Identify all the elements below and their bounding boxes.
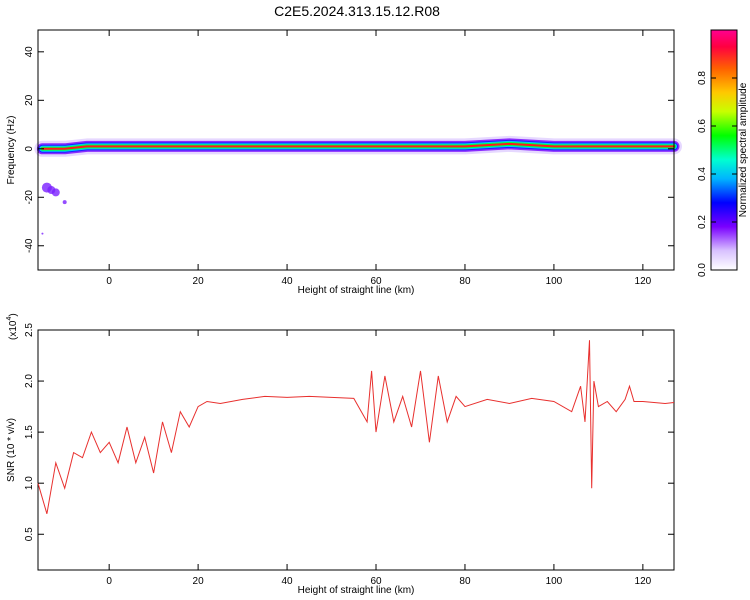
x-tick-label: 60 xyxy=(370,576,382,587)
x-tick-label: 120 xyxy=(635,576,652,587)
y-tick-label: 2.0 xyxy=(24,374,35,388)
y-tick-label: -40 xyxy=(24,238,35,253)
x-tick-label: 0 xyxy=(106,276,112,287)
spectrogram-x-label: Height of straight line (km) xyxy=(298,285,415,296)
y-tick-label: 0 xyxy=(24,146,35,152)
colorbar: 0.0 0.2 0.4 0.6 0.8 Normalized spectral ampl… xyxy=(697,29,749,277)
y-tick-label: 1.0 xyxy=(24,476,35,490)
spectrogram-blob xyxy=(51,188,60,197)
spectrogram-panel: 0 20 40 60 80 100 120 -40 -20 0 20 40 Height of st… xyxy=(6,29,682,296)
snr-frame xyxy=(37,329,675,571)
x-tick-label: 100 xyxy=(546,276,563,287)
x-tick-label: 80 xyxy=(459,276,471,287)
snr-y-label: SNR (10 * v/v) xyxy=(6,418,17,482)
x-tick-label: 120 xyxy=(635,276,652,287)
y-tick-label: 20 xyxy=(24,94,35,106)
x-tick-label: 20 xyxy=(193,576,205,587)
snr-x-axis: 0 20 40 60 80 100 120 xyxy=(106,330,652,587)
colorbar-gradient xyxy=(710,29,738,271)
spectrogram-y-label: Frequency (Hz) xyxy=(6,116,17,185)
snr-panel: 0 20 40 60 80 100 120 0.5 1.0 1.5 2.0 2.5 Height o… xyxy=(6,313,675,596)
y-tick-label: 2.5 xyxy=(24,323,35,337)
x-tick-label: 40 xyxy=(282,276,294,287)
spectrogram-frame xyxy=(37,29,675,271)
snr-y-multiplier: (x104) xyxy=(6,313,19,340)
snr-y-multiplier-close: ) xyxy=(8,313,19,316)
snr-y-axis: 0.5 1.0 1.5 2.0 2.5 xyxy=(24,323,674,541)
snr-series-line xyxy=(37,340,675,514)
spectrogram-y-axis: -40 -20 0 20 40 xyxy=(24,46,674,253)
snr-x-label: Height of straight line (km) xyxy=(298,585,415,596)
x-tick-label: 20 xyxy=(193,276,205,287)
svg-text:(x104): (x104) xyxy=(6,313,19,340)
colorbar-ticks: 0.0 0.2 0.4 0.6 0.8 xyxy=(697,71,737,277)
spectrogram-heatmap xyxy=(34,135,682,235)
snr-y-multiplier-exp: 4 xyxy=(6,317,13,321)
x-tick-label: 60 xyxy=(370,276,382,287)
x-tick-label: 100 xyxy=(546,576,563,587)
spectrogram-band-layer xyxy=(41,142,675,150)
colorbar-tick-label: 0.8 xyxy=(697,71,708,85)
colorbar-label: Normalized spectral amplitude xyxy=(738,82,749,217)
colorbar-tick-label: 0.0 xyxy=(697,263,708,277)
spectrogram-x-axis: 0 20 40 60 80 100 120 xyxy=(106,30,652,287)
x-tick-label: 0 xyxy=(106,576,112,587)
spectrogram-blob xyxy=(62,200,67,205)
y-tick-label: 0.5 xyxy=(24,527,35,541)
y-tick-label: 40 xyxy=(24,46,35,58)
y-tick-label: 1.5 xyxy=(24,425,35,439)
x-tick-label: 40 xyxy=(282,576,294,587)
y-tick-label: -20 xyxy=(24,190,35,205)
snr-y-multiplier-base: (x10 xyxy=(8,320,19,340)
colorbar-tick-label: 0.6 xyxy=(697,119,708,133)
colorbar-tick-label: 0.2 xyxy=(697,215,708,229)
spectrogram-blob xyxy=(41,232,44,235)
colorbar-tick-label: 0.4 xyxy=(697,167,708,181)
x-tick-label: 80 xyxy=(459,576,471,587)
chart-title: C2E5.2024.313.15.12.R08 xyxy=(274,3,440,19)
